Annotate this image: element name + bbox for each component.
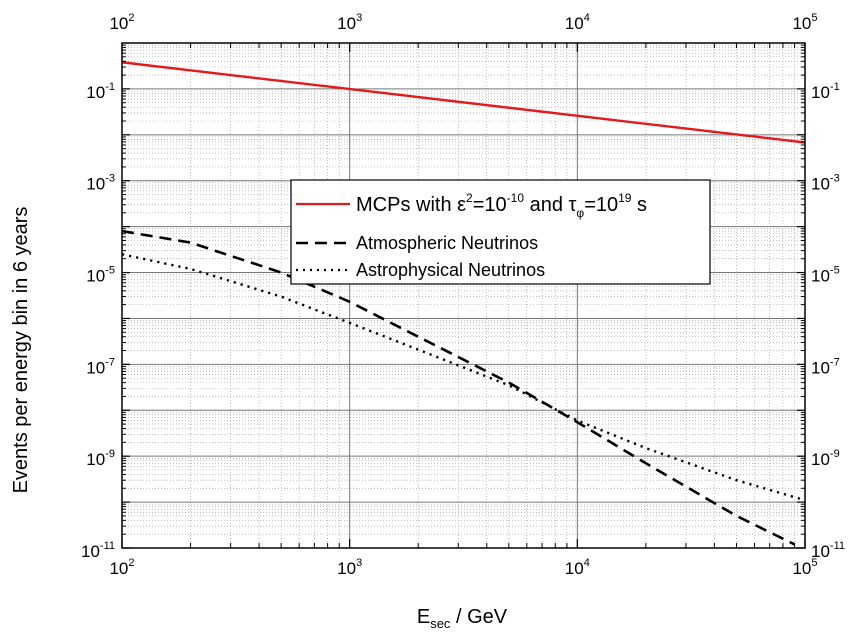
y-tick-label-right: 10-11 [811, 540, 845, 561]
x-tick-label-top: 102 [109, 12, 134, 33]
y-tick-label-right: 10-7 [811, 356, 840, 377]
y-tick-label-left: 10-5 [86, 265, 115, 286]
x-tick-label-top: 105 [792, 12, 817, 33]
x-axis-title-rest: / GeV [450, 606, 507, 628]
series-line-mcp [121, 61, 806, 144]
y-tick-label-left: 10-11 [81, 540, 115, 561]
legend-label-mcp: MCPs with ε2=10-10 and τφ=1019 s [356, 191, 647, 220]
x-axis-title: Esec / GeV [417, 606, 508, 631]
y-tick-label-left: 10-3 [86, 173, 115, 194]
series-line-astrophysical [121, 253, 806, 502]
x-tick-label-bottom: 102 [109, 557, 134, 578]
legend: MCPs with ε2=10-10 and τφ=1019 s Atmosph… [290, 179, 711, 285]
legend-label-atmospheric: Atmospheric Neutrinos [356, 233, 538, 253]
x-tick-label-bottom: 104 [565, 557, 590, 578]
axis-ticks [121, 43, 806, 549]
y-tick-label-left: 10-9 [86, 448, 115, 469]
legend-label-astrophysical: Astrophysical Neutrinos [356, 260, 545, 280]
series-layer [121, 61, 806, 546]
y-tick-label-left: 10-7 [86, 356, 115, 377]
y-tick-label-left: 10-1 [86, 81, 115, 102]
y-tick-label-right: 10-5 [811, 265, 840, 286]
series-line-atmospheric [121, 229, 796, 546]
plot-frame [121, 42, 806, 549]
legend-box [290, 179, 711, 285]
x-tick-label-bottom: 105 [792, 557, 817, 578]
y-tick-label-right: 10-9 [811, 448, 840, 469]
y-tick-label-right: 10-3 [811, 173, 840, 194]
x-axis-title-subscript: sec [430, 616, 451, 631]
grid [121, 43, 805, 549]
x-tick-label-bottom: 103 [337, 557, 362, 578]
y-tick-label-right: 10-1 [811, 81, 840, 102]
y-axis-title: Events per energy bin in 6 years [10, 207, 32, 494]
x-tick-label-top: 103 [337, 12, 362, 33]
x-tick-label-top: 104 [565, 12, 590, 33]
x-axis-title-main: E [417, 606, 430, 628]
